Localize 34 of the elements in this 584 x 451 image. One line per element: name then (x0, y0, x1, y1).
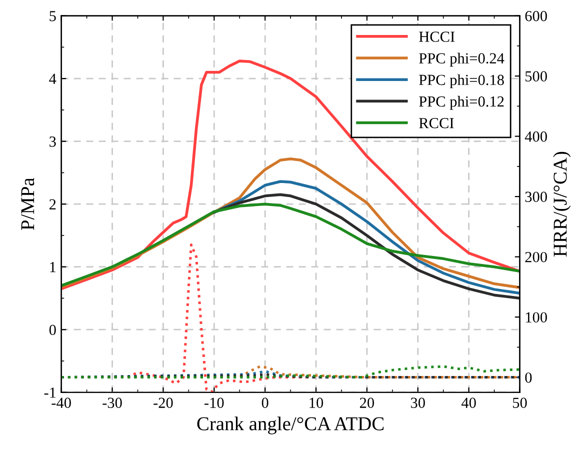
x-tick-label: 30 (410, 398, 425, 408)
x-tick-label: 50 (513, 398, 527, 408)
x-tick-label: 0 (262, 398, 268, 408)
legend-label: PPC phi=0.24 (419, 52, 504, 67)
y2-axis-title: HRR/(J/°CA) (553, 152, 571, 257)
x-tick-label: 40 (461, 398, 476, 408)
y2-tick-label: 0 (525, 372, 532, 383)
x-axis-title: Crank angle/°CA ATDC (197, 416, 384, 434)
x-tick-label: 20 (360, 398, 374, 408)
y2-tick-label: 100 (526, 312, 547, 323)
y-tick-label: -1 (44, 388, 56, 398)
x-tick-label: -40 (52, 398, 71, 408)
y-tick-label: 1 (50, 262, 56, 272)
y-tick-label: 3 (50, 136, 56, 147)
y2-tick-label: 300 (525, 192, 547, 202)
y2-tick-label: 400 (524, 131, 547, 142)
x-tick-label: -10 (204, 398, 224, 408)
y-tick-label: 5 (50, 11, 56, 22)
legend-label: PPC phi=0.12 (419, 96, 504, 110)
y-tick-label: 0 (49, 324, 56, 336)
legend-label: RCCI (419, 118, 454, 128)
line-series (61, 202, 520, 288)
legend-label: HCCI (419, 32, 455, 42)
x-tick-label: 10 (310, 398, 324, 408)
y2-tick-label: 500 (526, 71, 547, 82)
x-tick-label: -20 (154, 398, 173, 408)
x-tick-label: -30 (102, 398, 122, 408)
line-series (61, 365, 520, 379)
y2-tick-label: 200 (525, 252, 547, 262)
y-tick-label: 4 (49, 74, 56, 84)
y2-tick-label: 600 (525, 10, 547, 22)
y-tick-label: 2 (49, 199, 56, 210)
legend-label: PPC phi=0.18 (419, 74, 504, 88)
y-axis-title: P/MPa (21, 178, 34, 230)
